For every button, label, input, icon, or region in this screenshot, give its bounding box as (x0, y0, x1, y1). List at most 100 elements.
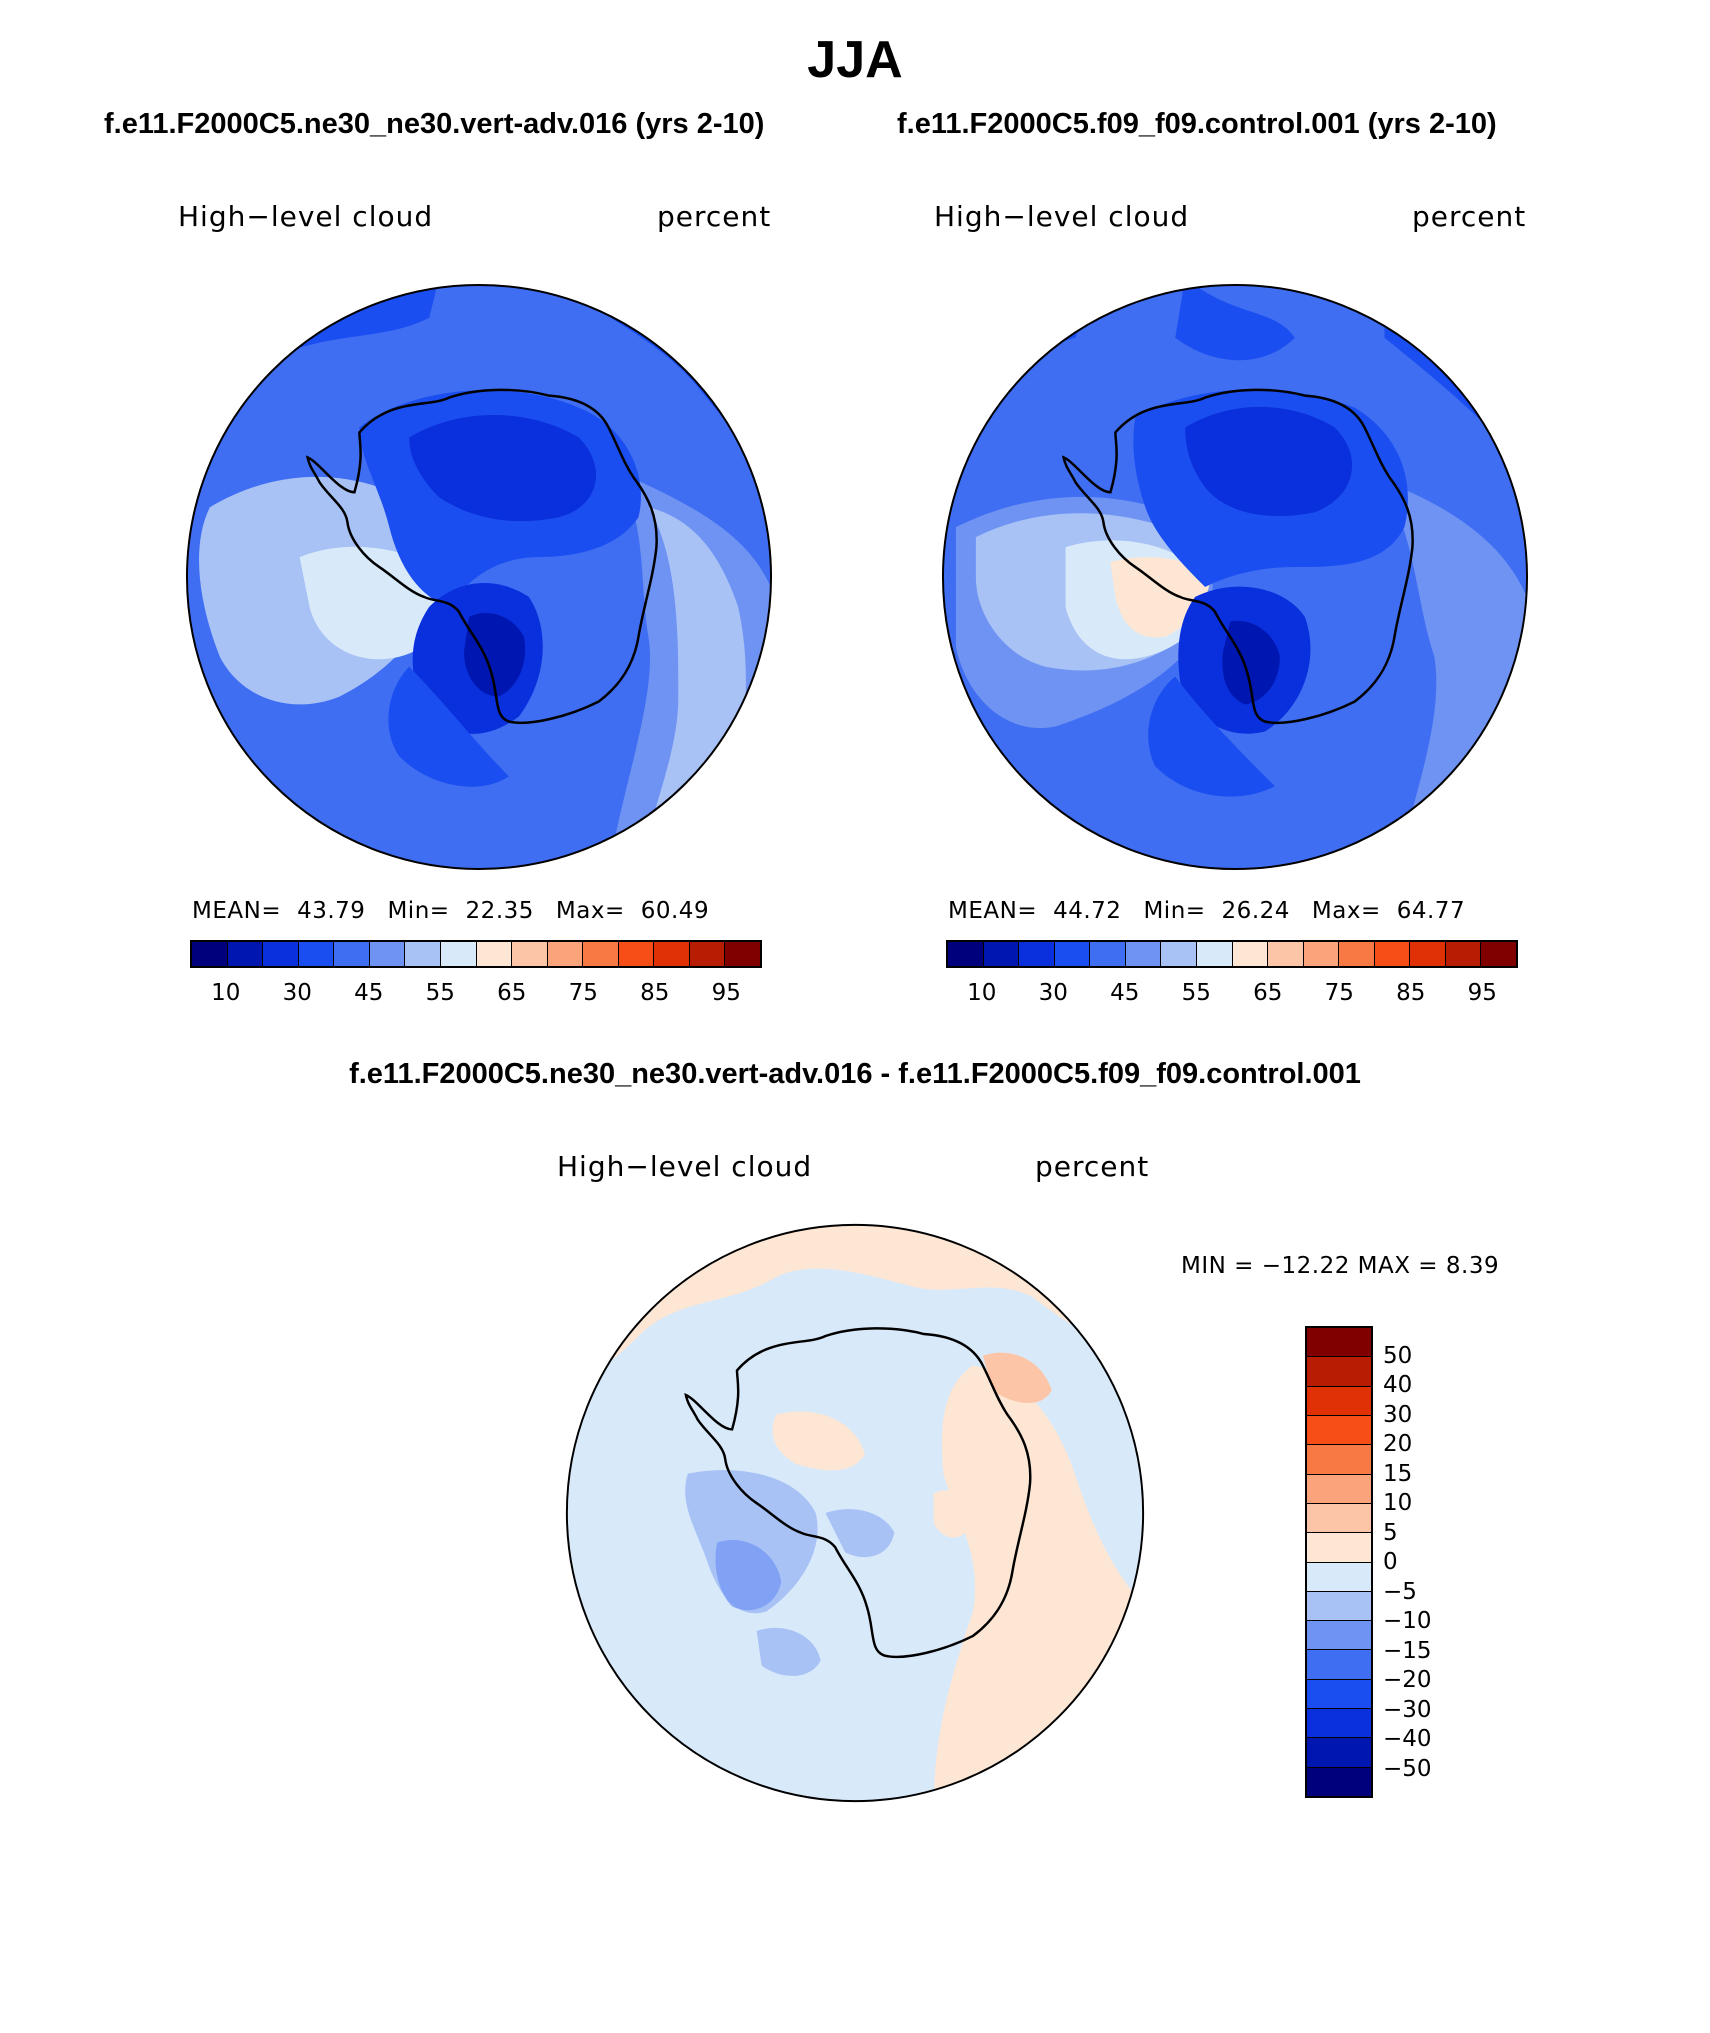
colorbar-difference-tick-label: 40 (1383, 1372, 1413, 1398)
colorbar-difference-tick-label: −20 (1383, 1667, 1432, 1693)
colorbar-difference-tick-label: 50 (1383, 1342, 1413, 1369)
colorbar-left-tick-label: 10 (211, 980, 241, 1006)
colorbar-right-ticks: 10 30 45 55 65 75 85 95 (946, 980, 1518, 1010)
colorbar-difference-swatch (1307, 1562, 1371, 1592)
colorbar-left-swatch (334, 942, 370, 966)
colorbar-right-swatch (1019, 942, 1055, 966)
colorbar-right-swatch (1090, 942, 1126, 966)
colorbar-difference-ticks: 50 40 30 20 15 10 5 0 −5 −10 −15 −20 −30 −40 −50 (1383, 1326, 1503, 1798)
colorbar-left-tick-label: 65 (497, 980, 527, 1006)
colorbar-left-swatch (512, 942, 548, 966)
colorbar-left-swatch (725, 942, 760, 966)
variable-label-diff: High−level cloud (557, 1150, 813, 1183)
colorbar-difference-tick-label: 30 (1383, 1401, 1413, 1428)
colorbar-difference-swatch (1307, 1386, 1371, 1416)
map-right (941, 283, 1529, 871)
colorbar-right (946, 940, 1518, 968)
colorbar-difference-swatch (1307, 1503, 1371, 1534)
colorbar-right-tick-label: 95 (1467, 980, 1497, 1006)
stats-left: MEAN= 43.79 Min= 22.35 Max= 60.49 (192, 898, 710, 924)
colorbar-right-swatch (1196, 942, 1233, 966)
colorbar-left-swatch (369, 942, 406, 966)
colorbar-left-ticks: 10 30 45 55 65 75 85 95 (190, 980, 762, 1010)
variable-label-right: High−level cloud (934, 200, 1190, 233)
colorbar-left-swatch (583, 942, 619, 966)
units-label-right: percent (1412, 200, 1527, 233)
colorbar-right-tick-label: 10 (967, 980, 997, 1006)
colorbar-right-swatch (1268, 942, 1304, 966)
colorbar-difference-tick-label: 15 (1383, 1460, 1413, 1487)
colorbar-difference-swatch (1307, 1415, 1371, 1446)
difference-title: f.e11.F2000C5.ne30_ne30.vert-adv.016 - f… (349, 1058, 1361, 1090)
colorbar-left-swatch (192, 942, 228, 966)
colorbar-right-swatch (1481, 942, 1516, 966)
colorbar-right-swatch (1339, 942, 1375, 966)
colorbar-right-tick-label: 55 (1181, 980, 1211, 1006)
colorbar-difference-tick-label: −40 (1383, 1726, 1432, 1752)
colorbar-right-swatch (1445, 942, 1482, 966)
colorbar-difference-swatch (1307, 1650, 1371, 1680)
colorbar-difference-swatch (1307, 1474, 1371, 1504)
colorbar-left-tick-label: 95 (711, 980, 741, 1006)
colorbar-left-swatch (405, 942, 441, 966)
colorbar-difference-swatch (1307, 1445, 1371, 1475)
colorbar-difference-tick-label: −30 (1383, 1696, 1432, 1723)
colorbar-left (190, 940, 762, 968)
colorbar-difference-swatch (1307, 1591, 1371, 1622)
colorbar-difference-tick-label: 5 (1383, 1519, 1398, 1546)
colorbar-left-swatch (476, 942, 513, 966)
colorbar-difference-swatch (1307, 1357, 1371, 1387)
map-left (185, 283, 773, 871)
colorbar-right-swatch (1410, 942, 1446, 966)
colorbar-right-swatch (1054, 942, 1091, 966)
colorbar-right-swatch (1374, 942, 1411, 966)
colorbar-right-swatch (983, 942, 1020, 966)
colorbar-difference-swatch (1307, 1679, 1371, 1710)
colorbar-left-swatch (263, 942, 299, 966)
case-title-left: f.e11.F2000C5.ne30_ne30.vert-adv.016 (yr… (104, 108, 765, 140)
colorbar-difference-tick-label: −15 (1383, 1637, 1432, 1664)
case-title-right: f.e11.F2000C5.f09_f09.control.001 (yrs 2… (897, 108, 1497, 140)
colorbar-difference-swatch (1307, 1738, 1371, 1768)
colorbar-difference-tick-label: −5 (1383, 1578, 1417, 1605)
colorbar-right-swatch (1232, 942, 1269, 966)
colorbar-left-tick-label: 45 (354, 980, 384, 1006)
figure-title: JJA (807, 31, 903, 89)
colorbar-difference-tick-label: 0 (1383, 1549, 1398, 1575)
colorbar-right-swatch (1161, 942, 1197, 966)
colorbar-left-tick-label: 75 (568, 980, 598, 1006)
units-label-diff: percent (1035, 1150, 1150, 1183)
colorbar-right-swatch (1303, 942, 1340, 966)
map-difference (565, 1223, 1145, 1803)
colorbar-difference-swatch (1307, 1328, 1371, 1358)
colorbar-difference-swatch (1307, 1621, 1371, 1651)
colorbar-difference-swatch (1307, 1767, 1371, 1796)
colorbar-right-tick-label: 85 (1396, 980, 1426, 1006)
colorbar-left-tick-label: 55 (425, 980, 455, 1006)
colorbar-right-tick-label: 65 (1253, 980, 1283, 1006)
colorbar-difference-swatch (1307, 1533, 1371, 1563)
colorbar-difference-tick-label: 10 (1383, 1490, 1413, 1516)
colorbar-left-swatch (440, 942, 477, 966)
colorbar-left-swatch (227, 942, 264, 966)
colorbar-left-swatch (547, 942, 584, 966)
colorbar-left-swatch (618, 942, 655, 966)
colorbar-right-tick-label: 75 (1324, 980, 1354, 1006)
colorbar-difference-tick-label: −50 (1383, 1755, 1432, 1782)
variable-label-left: High−level cloud (178, 200, 434, 233)
colorbar-left-swatch (689, 942, 726, 966)
stats-right: MEAN= 44.72 Min= 26.24 Max= 64.77 (948, 898, 1466, 924)
colorbar-right-tick-label: 30 (1038, 980, 1068, 1006)
colorbar-right-tick-label: 45 (1110, 980, 1140, 1006)
colorbar-left-swatch (298, 942, 335, 966)
colorbar-difference-tick-label: 20 (1383, 1431, 1413, 1457)
colorbar-left-swatch (654, 942, 690, 966)
colorbar-right-swatch (1125, 942, 1162, 966)
units-label-left: percent (657, 200, 772, 233)
colorbar-right-swatch (948, 942, 984, 966)
difference-minmax: MIN = −12.22 MAX = 8.39 (1181, 1253, 1500, 1279)
colorbar-left-tick-label: 30 (282, 980, 312, 1006)
colorbar-difference-tick-label: −10 (1383, 1608, 1432, 1634)
colorbar-difference (1305, 1326, 1373, 1798)
colorbar-difference-swatch (1307, 1709, 1371, 1739)
